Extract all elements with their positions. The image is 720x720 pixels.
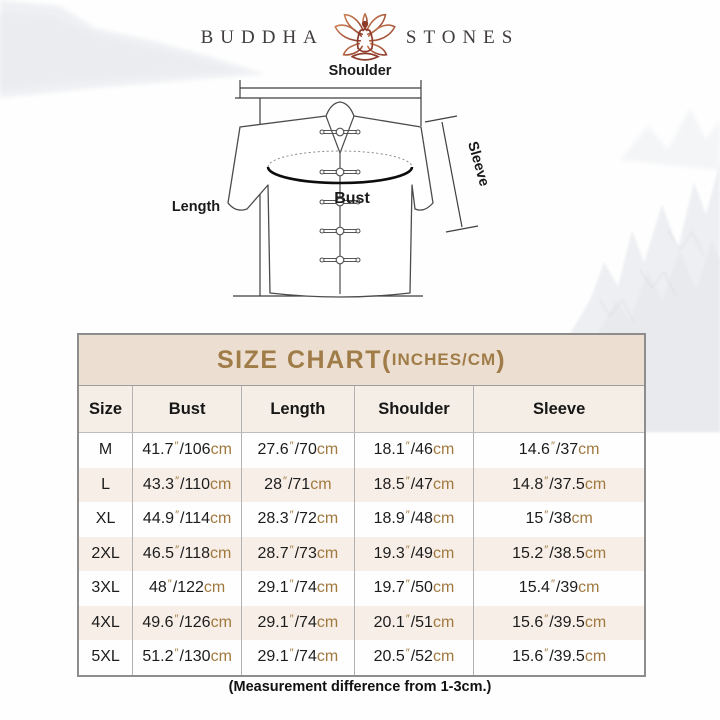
size-value: 4XL [91,613,120,631]
length-value: 29.1 ″/74 cm [241,571,353,606]
size-value: L [101,475,110,493]
sleeve-value: 15.4 ″/39 cm [473,571,644,606]
brand-name-left: BUDDHA [200,27,324,48]
bust-value: 48 ″/122 cm [132,571,241,606]
length-value: 29.1 ″/74 cm [241,640,353,675]
shoulder-value: 19.7 ″/50 cm [353,571,474,606]
size-value: 5XL [91,648,120,666]
size-value: 3XL [91,579,120,597]
col-header-bust: Bust [132,386,241,432]
sleeve-value: 15.6 ″/39.5 cm [473,640,644,675]
sleeve-value: 15.2 ″/38.5 cm [473,536,644,571]
length-value: 27.6 ″/70 cm [241,433,353,468]
length-value: 28.7 ″/73 cm [241,536,353,571]
shoulder-value: 18.1 ″/46 cm [353,433,474,468]
table-body: M 41.7 ″/106 cm 27.6 ″/70 cm 18.1 ″/46 cm 14.6 ″/37… [79,433,644,675]
col-header-size: Size [89,399,123,418]
garment-diagram [227,80,479,298]
brand-logo: BUDDHA [0,10,720,66]
table-row-2xl: 2XL 46.5 ″/118 cm 28.7 ″/73 cm 19.3 ″/49 cm 15.2 ″ /… [79,536,644,571]
bust-value: 41.7 ″/106 cm [132,433,241,468]
table-row-4xl: 4XL 49.6 ″/126 cm 29.1 ″/74 cm 20.1 ″/51 cm 15.6 ″ /… [79,605,644,640]
shoulder-value: 20.5 ″/52 cm [353,640,474,675]
size-value: XL [95,510,116,528]
length-value: 29.1 ″/74 cm [241,605,353,640]
size-value: M [98,441,113,459]
bust-label: Bust [334,190,370,207]
table-row-l: L 43.3 ″/110 cm 28 ″/71 cm 18.5 ″/47 cm 14.8 ″/37.5… [79,467,644,502]
title-main: SIZE CHART( [216,345,392,374]
table-row-m: M 41.7 ″/106 cm 27.6 ″/70 cm 18.1 ″/46 cm 14.6 ″/37… [79,433,644,468]
lotus-meditation-icon [334,13,396,61]
title-close: ) [496,345,507,374]
size-value: 2XL [91,544,120,562]
bust-value: 43.3 ″/110 cm [132,467,241,502]
table-header-row: Size Bust Length Shoulder Sleeve [79,386,644,433]
table-row-xl: XL 44.9 ″/114 cm 28.3 ″/72 cm 18.9 ″/48 cm 15 ″/38 c… [79,502,644,537]
size-chart-title: SIZE CHART(INCHES/CM) [79,335,644,386]
table-row-3xl: 3XL 48 ″/122 cm 29.1 ″/74 cm 19.7 ″/50 cm 15.4 ″/39… [79,571,644,606]
title-units: INCHES/CM [391,350,497,369]
table-row-5xl: 5XL 51.2 ″/130 cm 29.1 ″/74 cm 20.5 ″/52 cm 15.6 ″ /… [79,640,644,675]
bust-value: 44.9 ″/114 cm [132,502,241,537]
length-value: 28.3 ″/72 cm [241,502,353,537]
col-header-length: Length [241,386,353,432]
size-chart-table: SIZE CHART(INCHES/CM) Size Bust Length S… [77,333,646,677]
sleeve-value: 14.6 ″/37 cm [473,433,644,468]
length-label: Length [171,199,221,215]
bust-value: 49.6 ″/126 cm [132,605,241,640]
bust-value: 51.2 ″/130 cm [132,640,241,675]
brand-name-right: STONES [405,27,520,48]
shoulder-value: 18.5 ″/47 cm [353,467,474,502]
shoulder-label: Shoulder [328,63,392,79]
shoulder-value: 20.1 ″/51 cm [353,605,474,640]
col-header-sleeve: Sleeve [473,386,644,432]
length-value: 28 ″/71 cm [241,467,353,502]
bust-value: 46.5 ″/118 cm [132,536,241,571]
sleeve-value: 15.6 ″/39.5 cm [473,605,644,640]
measurement-note: (Measurement difference from 1-3cm.) [228,679,492,695]
shoulder-value: 18.9 ″/48 cm [353,502,474,537]
sleeve-value: 14.8 ″/37.5 cm [473,467,644,502]
sleeve-value: 15 ″/38 cm [473,502,644,537]
col-header-shoulder: Shoulder [353,386,474,432]
shoulder-value: 19.3 ″/49 cm [353,536,474,571]
